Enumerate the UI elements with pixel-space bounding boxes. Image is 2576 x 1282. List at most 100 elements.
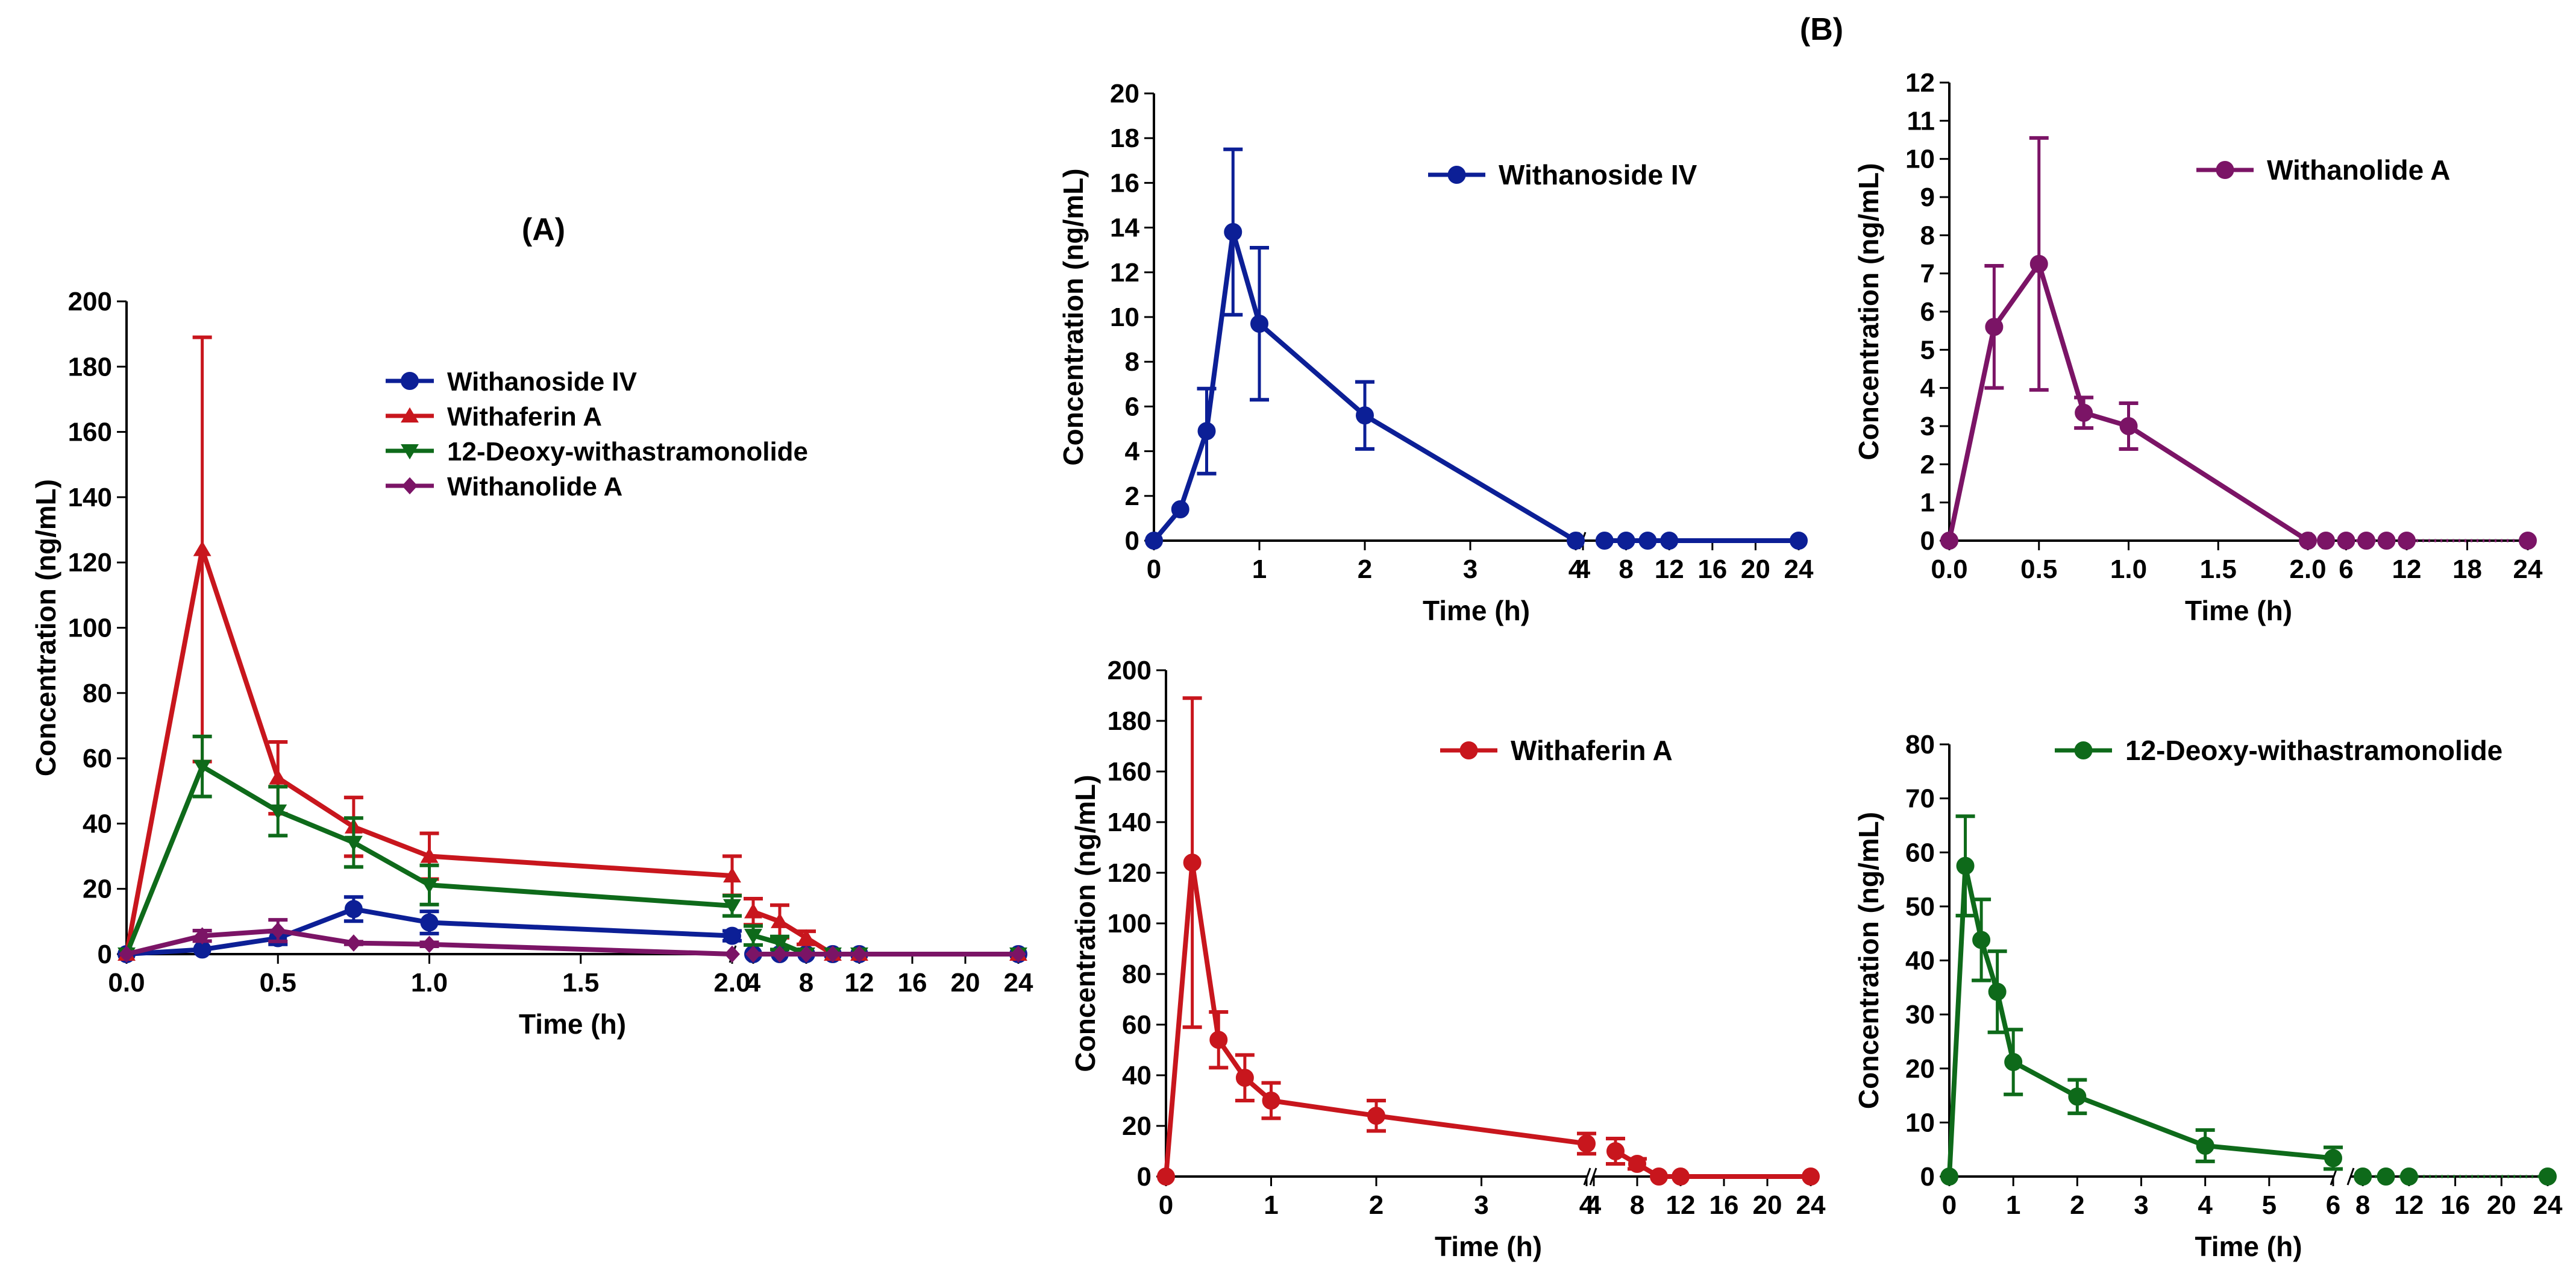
data-point: [1940, 1167, 1958, 1186]
x-tick-label: 12: [2394, 1190, 2424, 1220]
y-tick-label: 6: [1920, 297, 1935, 327]
x-axis-label: Time (h): [1435, 1231, 1542, 1262]
legend-label: 12-Deoxy-withastramonolide: [2125, 735, 2502, 766]
data-point: [344, 900, 363, 919]
x-tick-label: 4: [2198, 1190, 2213, 1220]
series-line: [752, 933, 1018, 957]
legend-label: 12-Deoxy-withastramonolide: [447, 437, 808, 467]
data-point: [1250, 315, 1268, 333]
y-tick-label: 100: [1108, 909, 1152, 938]
x-tick-label: 1: [1252, 555, 1267, 584]
x-tick-label: 20: [2487, 1190, 2516, 1220]
x-tick-label: 18: [2452, 555, 2482, 584]
data-point: [1157, 1167, 1175, 1186]
y-tick-label: 100: [68, 614, 112, 643]
x-tick-label: 1: [2006, 1190, 2020, 1220]
y-tick-label: 12: [1905, 68, 1935, 98]
x-tick-label: 8: [2355, 1190, 2370, 1220]
data-point: [2337, 532, 2355, 550]
legend-label: Withaferin A: [1511, 735, 1673, 766]
x-tick-label: 2: [2070, 1190, 2084, 1220]
data-point: [771, 913, 789, 928]
data-point: [1224, 223, 1243, 242]
x-tick-label: 2: [1369, 1190, 1384, 1220]
series-line: [1947, 261, 2310, 543]
series-12-deoxy-withastramonolide: 12-Deoxy-withastramonolide: [1940, 735, 2557, 1186]
data-point: [744, 903, 762, 919]
y-tick-label: 10: [1905, 1108, 1935, 1137]
x-tick-label: 8: [799, 968, 813, 998]
data-point: [2004, 1052, 2023, 1071]
data-point: [1985, 318, 2004, 336]
data-point: [420, 878, 439, 894]
data-point: [1595, 532, 1614, 550]
data-point: [1650, 1167, 1668, 1186]
data-point: [344, 835, 363, 852]
y-tick-label: 180: [68, 352, 112, 382]
legend-label: Withanolide A: [447, 472, 622, 501]
data-point: [2317, 532, 2335, 550]
x-tick-label: 4: [1579, 1190, 1594, 1220]
y-tick-label: 0: [98, 940, 112, 969]
data-point: [421, 935, 437, 954]
y-axis-label: Concentration (ng/mL): [1070, 775, 1101, 1072]
y-tick-label: 4: [1920, 374, 1935, 403]
y-tick-label: 140: [68, 483, 112, 512]
data-point: [1145, 532, 1163, 550]
data-point: [723, 899, 741, 915]
data-point: [1628, 1155, 1646, 1173]
legend-label: Withanoside IV: [1499, 159, 1697, 190]
x-tick-label: 1.0: [411, 968, 448, 998]
x-tick-label: 2.0: [2289, 555, 2326, 584]
y-tick-label: 40: [1122, 1061, 1152, 1090]
y-tick-label: 120: [1108, 858, 1152, 888]
data-point: [1672, 1167, 1690, 1186]
data-point: [723, 867, 741, 883]
data-point: [2068, 1087, 2087, 1106]
data-point: [420, 913, 439, 932]
data-point: [2354, 1167, 2372, 1186]
series-withaferin-a: Withaferin A: [1157, 696, 1820, 1186]
y-tick-label: 20: [1122, 1111, 1152, 1141]
x-axis-label: Time (h): [2185, 595, 2292, 626]
x-tick-label: 4: [746, 968, 761, 998]
y-tick-label: 200: [68, 287, 112, 316]
data-point: [1356, 406, 1374, 425]
data-point: [119, 945, 134, 963]
data-point: [1606, 1142, 1625, 1160]
data-point: [1367, 1107, 1385, 1125]
series-withanolide-a: Withanolide A: [1940, 136, 2537, 550]
x-tick-label: 0.5: [260, 968, 296, 998]
y-axis-label: Concentration (ng/mL): [1853, 812, 1884, 1109]
data-point: [1988, 982, 2007, 1001]
data-point: [1011, 945, 1026, 963]
y-tick-label: 160: [68, 418, 112, 447]
x-tick-label: 1: [1264, 1190, 1278, 1220]
y-tick-label: 0: [1125, 526, 1139, 556]
data-point: [1171, 500, 1189, 519]
data-point: [2119, 417, 2138, 435]
x-axis-label: Time (h): [1423, 595, 1530, 626]
series-line: [126, 907, 733, 957]
y-tick-label: 20: [83, 875, 112, 904]
y-tick-label: 11: [1907, 106, 1935, 136]
axis-break-mark: [2346, 1167, 2355, 1186]
x-tick-label: 24: [1784, 555, 1814, 584]
data-point: [2299, 532, 2317, 550]
x-tick-label: 24: [2513, 555, 2543, 584]
y-tick-label: 20: [1110, 79, 1139, 108]
y-tick-label: 4: [1125, 437, 1140, 467]
x-tick-label: 12: [2392, 555, 2422, 584]
y-tick-label: 1: [1920, 488, 1935, 518]
y-tick-label: 9: [1920, 183, 1935, 212]
series-line: [126, 928, 733, 957]
y-tick-label: 0: [1920, 1162, 1935, 1192]
y-tick-label: 8: [1920, 221, 1935, 250]
y-tick-label: 180: [1108, 706, 1152, 736]
y-tick-label: 30: [1905, 1000, 1935, 1029]
data-point: [2196, 1136, 2214, 1155]
x-tick-label: 20: [1753, 1190, 1782, 1220]
x-tick-label: 6: [2326, 1190, 2340, 1220]
